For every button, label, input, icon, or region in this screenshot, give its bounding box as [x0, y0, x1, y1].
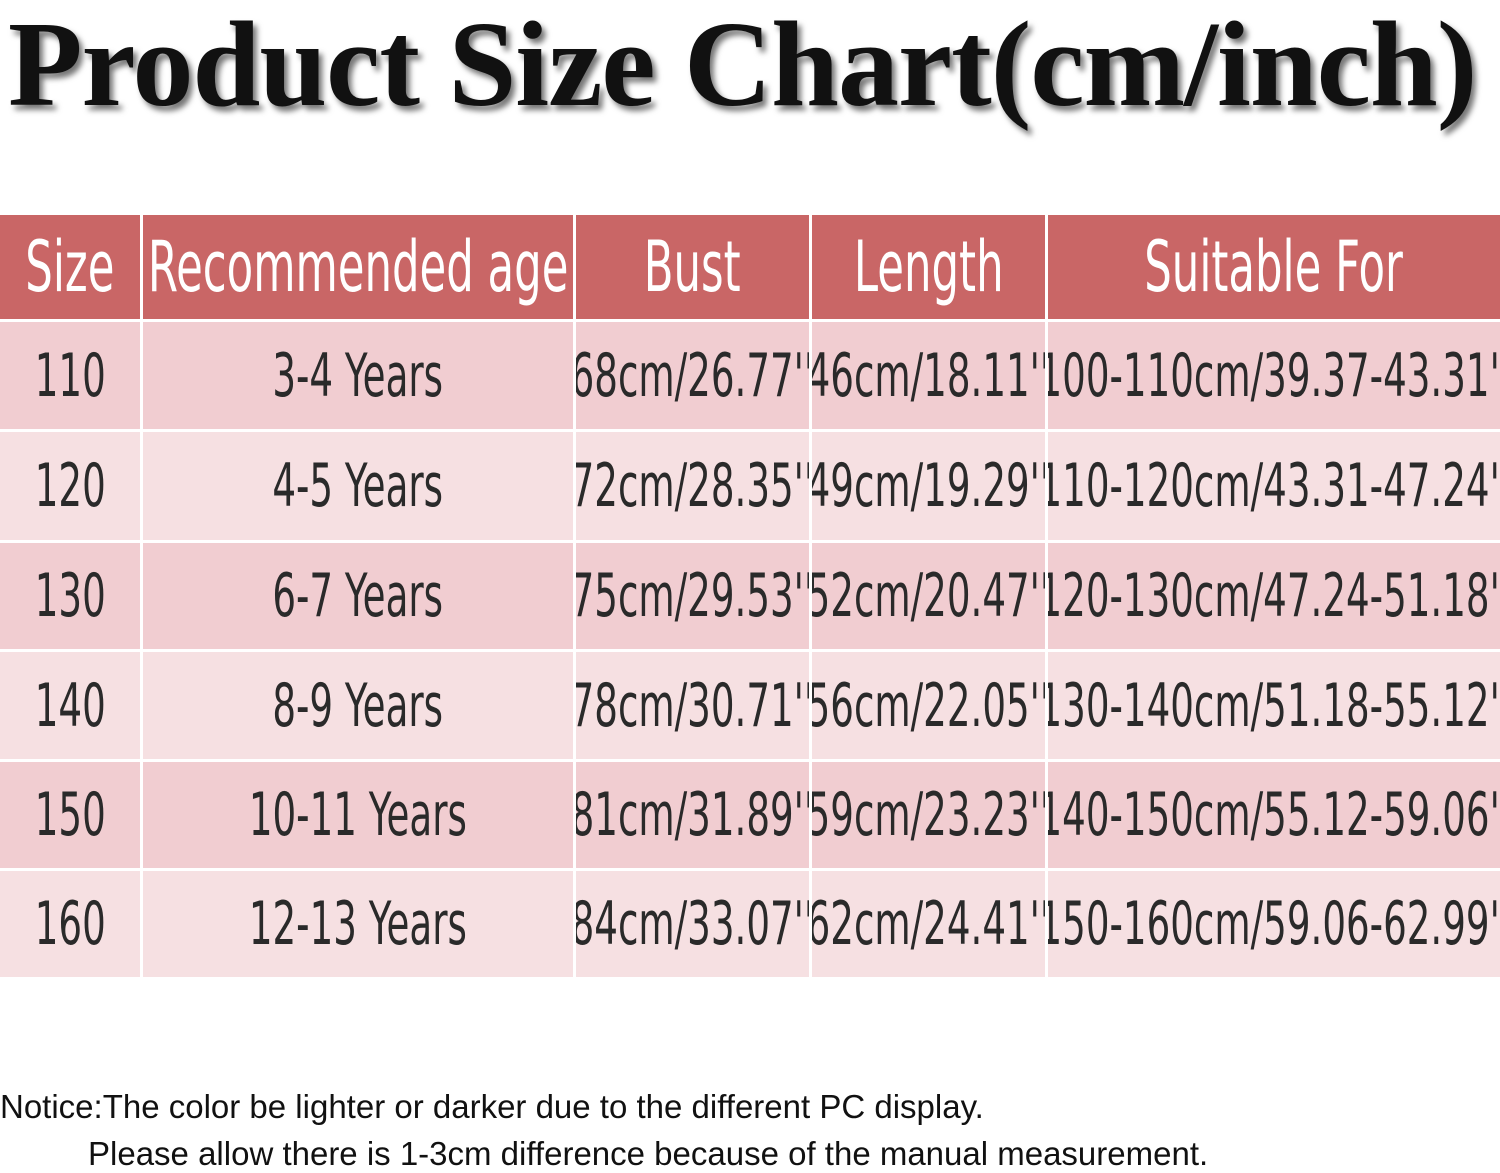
cell-text: Length: [853, 226, 1004, 308]
size-table: Size Recommended age Bust Length Suitable Fo…: [0, 215, 1500, 980]
table-cell: 10-11 Years: [143, 762, 573, 868]
table-cell: 52cm/20.47'': [812, 543, 1045, 649]
cell-text: 8-9 Years: [272, 670, 444, 741]
table-cell: 160: [0, 871, 140, 977]
table-cell: 4-5 Years: [143, 432, 573, 540]
cell-text: Bust: [644, 226, 741, 308]
cell-text: 120-130cm/47.24-51.18'': [1048, 561, 1500, 631]
cell-text: Suitable For: [1144, 226, 1404, 308]
table-cell: 130: [0, 543, 140, 649]
cell-text: 110-120cm/43.31-47.24'': [1048, 451, 1500, 521]
table-cell: 110-120cm/43.31-47.24'': [1048, 432, 1500, 540]
table-cell: 49cm/19.29'': [812, 432, 1045, 540]
table-cell: 46cm/18.11'': [812, 322, 1045, 429]
notice-line: Please allow there is 1-3cm difference b…: [88, 1135, 1209, 1172]
table-cell: 150-160cm/59.06-62.99'': [1048, 871, 1500, 977]
cell-text: Size: [25, 226, 115, 308]
table-cell: 120: [0, 432, 140, 540]
cell-text: 62cm/24.41'': [812, 889, 1045, 959]
table-cell: 81cm/31.89'': [576, 762, 809, 868]
table-cell: 78cm/30.71'': [576, 652, 809, 759]
table-cell: 140-150cm/55.12-59.06'': [1048, 762, 1500, 868]
header-cell: Bust: [576, 215, 809, 319]
title: Product Size Chart(cm/inch): [8, 0, 1477, 132]
cell-text: 49cm/19.29'': [812, 451, 1045, 521]
table-cell: 130-140cm/51.18-55.12'': [1048, 652, 1500, 759]
cell-text: 130: [34, 561, 106, 631]
cell-text: 78cm/30.71'': [576, 670, 809, 741]
cell-text: 10-11 Years: [248, 780, 468, 850]
header-cell: Size: [0, 215, 140, 319]
cell-text: 150: [34, 780, 106, 850]
table-cell: 150: [0, 762, 140, 868]
cell-text: 140-150cm/55.12-59.06'': [1048, 780, 1500, 850]
table-cell: 120-130cm/47.24-51.18'': [1048, 543, 1500, 649]
cell-text: 4-5 Years: [272, 451, 444, 521]
table-cell: 56cm/22.05'': [812, 652, 1045, 759]
table-cell: 8-9 Years: [143, 652, 573, 759]
cell-text: 100-110cm/39.37-43.31'': [1048, 340, 1500, 411]
cell-text: 56cm/22.05'': [812, 670, 1045, 741]
cell-text: 52cm/20.47'': [812, 561, 1045, 631]
table-cell: 75cm/29.53'': [576, 543, 809, 649]
cell-text: 12-13 Years: [248, 889, 468, 959]
notice-line: Notice:The color be lighter or darker du…: [0, 1088, 984, 1125]
table-cell: 72cm/28.35'': [576, 432, 809, 540]
header-cell: Suitable For: [1048, 215, 1500, 319]
table-cell: 100-110cm/39.37-43.31'': [1048, 322, 1500, 429]
header-cell: Length: [812, 215, 1045, 319]
table-cell: 12-13 Years: [143, 871, 573, 977]
cell-text: 140: [34, 670, 106, 741]
cell-text: 75cm/29.53'': [576, 561, 809, 631]
cell-text: 120: [34, 451, 106, 521]
table-cell: 84cm/33.07'': [576, 871, 809, 977]
cell-text: 84cm/33.07'': [576, 889, 809, 959]
table-cell: 62cm/24.41'': [812, 871, 1045, 977]
table-cell: 59cm/23.23'': [812, 762, 1045, 868]
cell-text: 130-140cm/51.18-55.12'': [1048, 670, 1500, 741]
cell-text: 59cm/23.23'': [812, 780, 1045, 850]
cell-text: 150-160cm/59.06-62.99'': [1048, 889, 1500, 959]
table-cell: 140: [0, 652, 140, 759]
table-cell: 3-4 Years: [143, 322, 573, 429]
cell-text: 68cm/26.77'': [576, 340, 809, 411]
cell-text: 6-7 Years: [272, 561, 444, 631]
cell-text: 72cm/28.35'': [576, 451, 809, 521]
header-cell: Recommended age: [143, 215, 573, 319]
table-cell: 110: [0, 322, 140, 429]
table-cell: 6-7 Years: [143, 543, 573, 649]
cell-text: 81cm/31.89'': [576, 780, 809, 850]
cell-text: Recommended age: [147, 226, 569, 308]
cell-text: 160: [34, 889, 106, 959]
table-cell: 68cm/26.77'': [576, 322, 809, 429]
cell-text: 110: [34, 340, 106, 411]
cell-text: 46cm/18.11'': [812, 340, 1045, 411]
cell-text: 3-4 Years: [272, 340, 444, 411]
